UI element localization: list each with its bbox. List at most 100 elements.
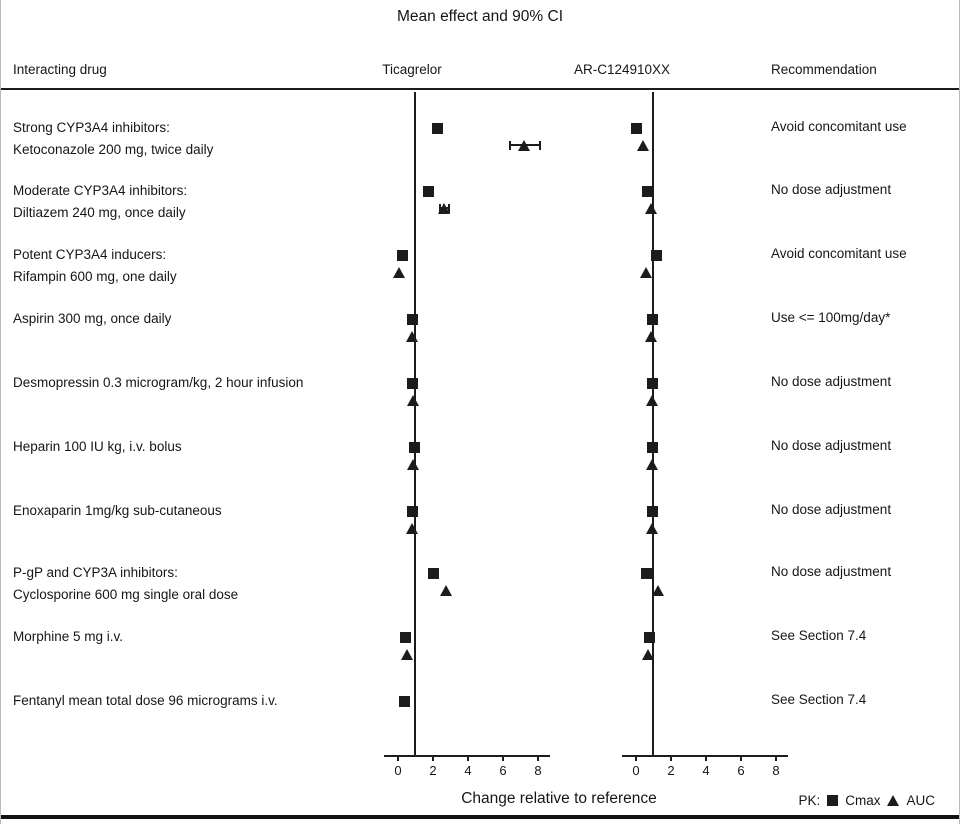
drug-label: Enoxaparin 1mg/kg sub-cutaneous [13,500,222,522]
axis-tick [537,755,539,761]
legend-pk-label: PK: [798,793,821,808]
auc-marker [393,266,406,278]
axis-tick-label: 0 [394,763,402,778]
legend-auc-label: AUC [906,793,935,808]
drug-row: Fentanyl mean total dose 96 micrograms i… [1,690,959,740]
axis-tick [397,755,399,761]
auc-marker [406,522,419,534]
drug-label-line1: Strong CYP3A4 inhibitors: [13,120,170,135]
recommendation-text: No dose adjustment [771,564,892,579]
auc-marker [641,648,654,660]
auc-marker [407,394,420,406]
axis-tick-label: 4 [464,763,472,778]
recommendation-text: No dose adjustment [771,438,892,453]
drug-row: Heparin 100 IU kg, i.v. bolus No dose ad… [1,436,959,486]
drug-row: Strong CYP3A4 inhibitors: Ketoconazole 2… [1,117,959,167]
axis-tick-label: 2 [667,763,675,778]
cmax-marker [640,567,652,579]
cmax-marker [644,631,656,643]
drug-label: Potent CYP3A4 inducers: Rifampin 600 mg,… [13,244,177,288]
axis-tick [775,755,777,761]
cmax-marker [647,441,658,453]
drug-label: P-gP and CYP3A inhibitors: Cyclosporine … [13,562,238,606]
legend-cmax-label: Cmax [845,793,881,808]
drug-row: P-gP and CYP3A inhibitors: Cyclosporine … [1,562,959,612]
drug-label-line1: Desmopressin 0.3 microgram/kg, 2 hour in… [13,375,304,390]
reference-line [413,92,416,755]
axis-tick [502,755,504,761]
auc-marker [518,139,531,151]
axis-tick-label: 6 [737,763,745,778]
drug-label-line1: Moderate CYP3A4 inhibitors: [13,183,188,198]
header-divider [1,88,959,90]
ci-cap [509,140,511,150]
auc-marker [639,266,652,278]
cmax-marker [400,631,412,643]
cmax-marker [647,505,658,517]
auc-marker [406,330,419,342]
axis-tick [467,755,469,761]
recommendation-text: See Section 7.4 [771,692,867,707]
axis-tick-label: 8 [772,763,780,778]
col-header-recommendation: Recommendation [771,62,877,77]
drug-label: Aspirin 300 mg, once daily [13,308,171,330]
cmax-marker [407,377,419,389]
drug-label-line2: Ketoconazole 200 mg, twice daily [13,142,214,157]
ci-cap [539,140,541,150]
axis-tick-label: 0 [632,763,640,778]
drug-label-line1: Fentanyl mean total dose 96 micrograms i… [13,693,278,708]
cmax-marker [407,313,419,325]
drug-label-line1: Enoxaparin 1mg/kg sub-cutaneous [13,503,222,518]
auc-marker [645,330,658,342]
cmax-marker [407,505,419,517]
drug-label-line2: Cyclosporine 600 mg single oral dose [13,587,239,602]
recommendation-text: Use <= 100mg/day* [771,310,891,325]
col-header-interacting-drug: Interacting drug [13,62,107,77]
recommendation-text: No dose adjustment [771,374,892,389]
recommendation-text: See Section 7.4 [771,628,867,643]
recommendation-text: No dose adjustment [771,182,892,197]
axis-tick-label: 8 [534,763,542,778]
auc-marker [637,139,650,151]
cmax-marker [409,441,420,453]
drug-label: Heparin 100 IU kg, i.v. bolus [13,436,182,458]
x-axis-label: Change relative to reference [461,790,657,807]
col-header-ticagrelor: Ticagrelor [382,62,442,77]
recommendation-text: No dose adjustment [771,502,892,517]
auc-marker [646,458,658,470]
drug-label: Desmopressin 0.3 microgram/kg, 2 hour in… [13,372,303,394]
cmax-marker [423,185,434,197]
recommendation-text: Avoid concomitant use [771,119,907,134]
auc-triangle-icon [887,795,900,806]
drug-row: Enoxaparin 1mg/kg sub-cutaneous No dose … [1,500,959,550]
cmax-marker [647,313,658,325]
auc-marker [646,394,658,406]
cmax-marker [431,122,443,134]
axis-tick [432,755,434,761]
auc-marker [401,648,413,660]
reference-line [651,92,654,755]
drug-label: Moderate CYP3A4 inhibitors: Diltiazem 24… [13,180,187,224]
cmax-marker [631,122,643,134]
axis-tick-label: 4 [702,763,710,778]
drug-label-line1: Heparin 100 IU kg, i.v. bolus [13,439,182,454]
drug-row: Moderate CYP3A4 inhibitors: Diltiazem 24… [1,180,959,230]
auc-marker [407,458,420,470]
auc-marker [645,202,658,214]
drug-row: Aspirin 300 mg, once daily Use <= 100mg/… [1,308,959,358]
auc-marker [439,584,452,596]
recommendation-text: Avoid concomitant use [771,246,907,261]
drug-label-line1: Aspirin 300 mg, once daily [13,311,172,326]
cmax-marker [396,249,408,261]
drug-row: Morphine 5 mg i.v. See Section 7.4 [1,626,959,676]
drug-label-line2: Rifampin 600 mg, one daily [13,269,177,284]
cmax-marker [428,567,440,579]
drug-label-line1: Morphine 5 mg i.v. [13,629,124,644]
col-header-arc124910xx: AR-C124910XX [573,62,671,77]
axis-tick-label: 6 [499,763,507,778]
auc-marker [646,522,658,534]
drug-label-line2: Diltiazem 240 mg, once daily [13,205,186,220]
drug-label-line1: Potent CYP3A4 inducers: [13,247,167,262]
axis-tick [740,755,742,761]
